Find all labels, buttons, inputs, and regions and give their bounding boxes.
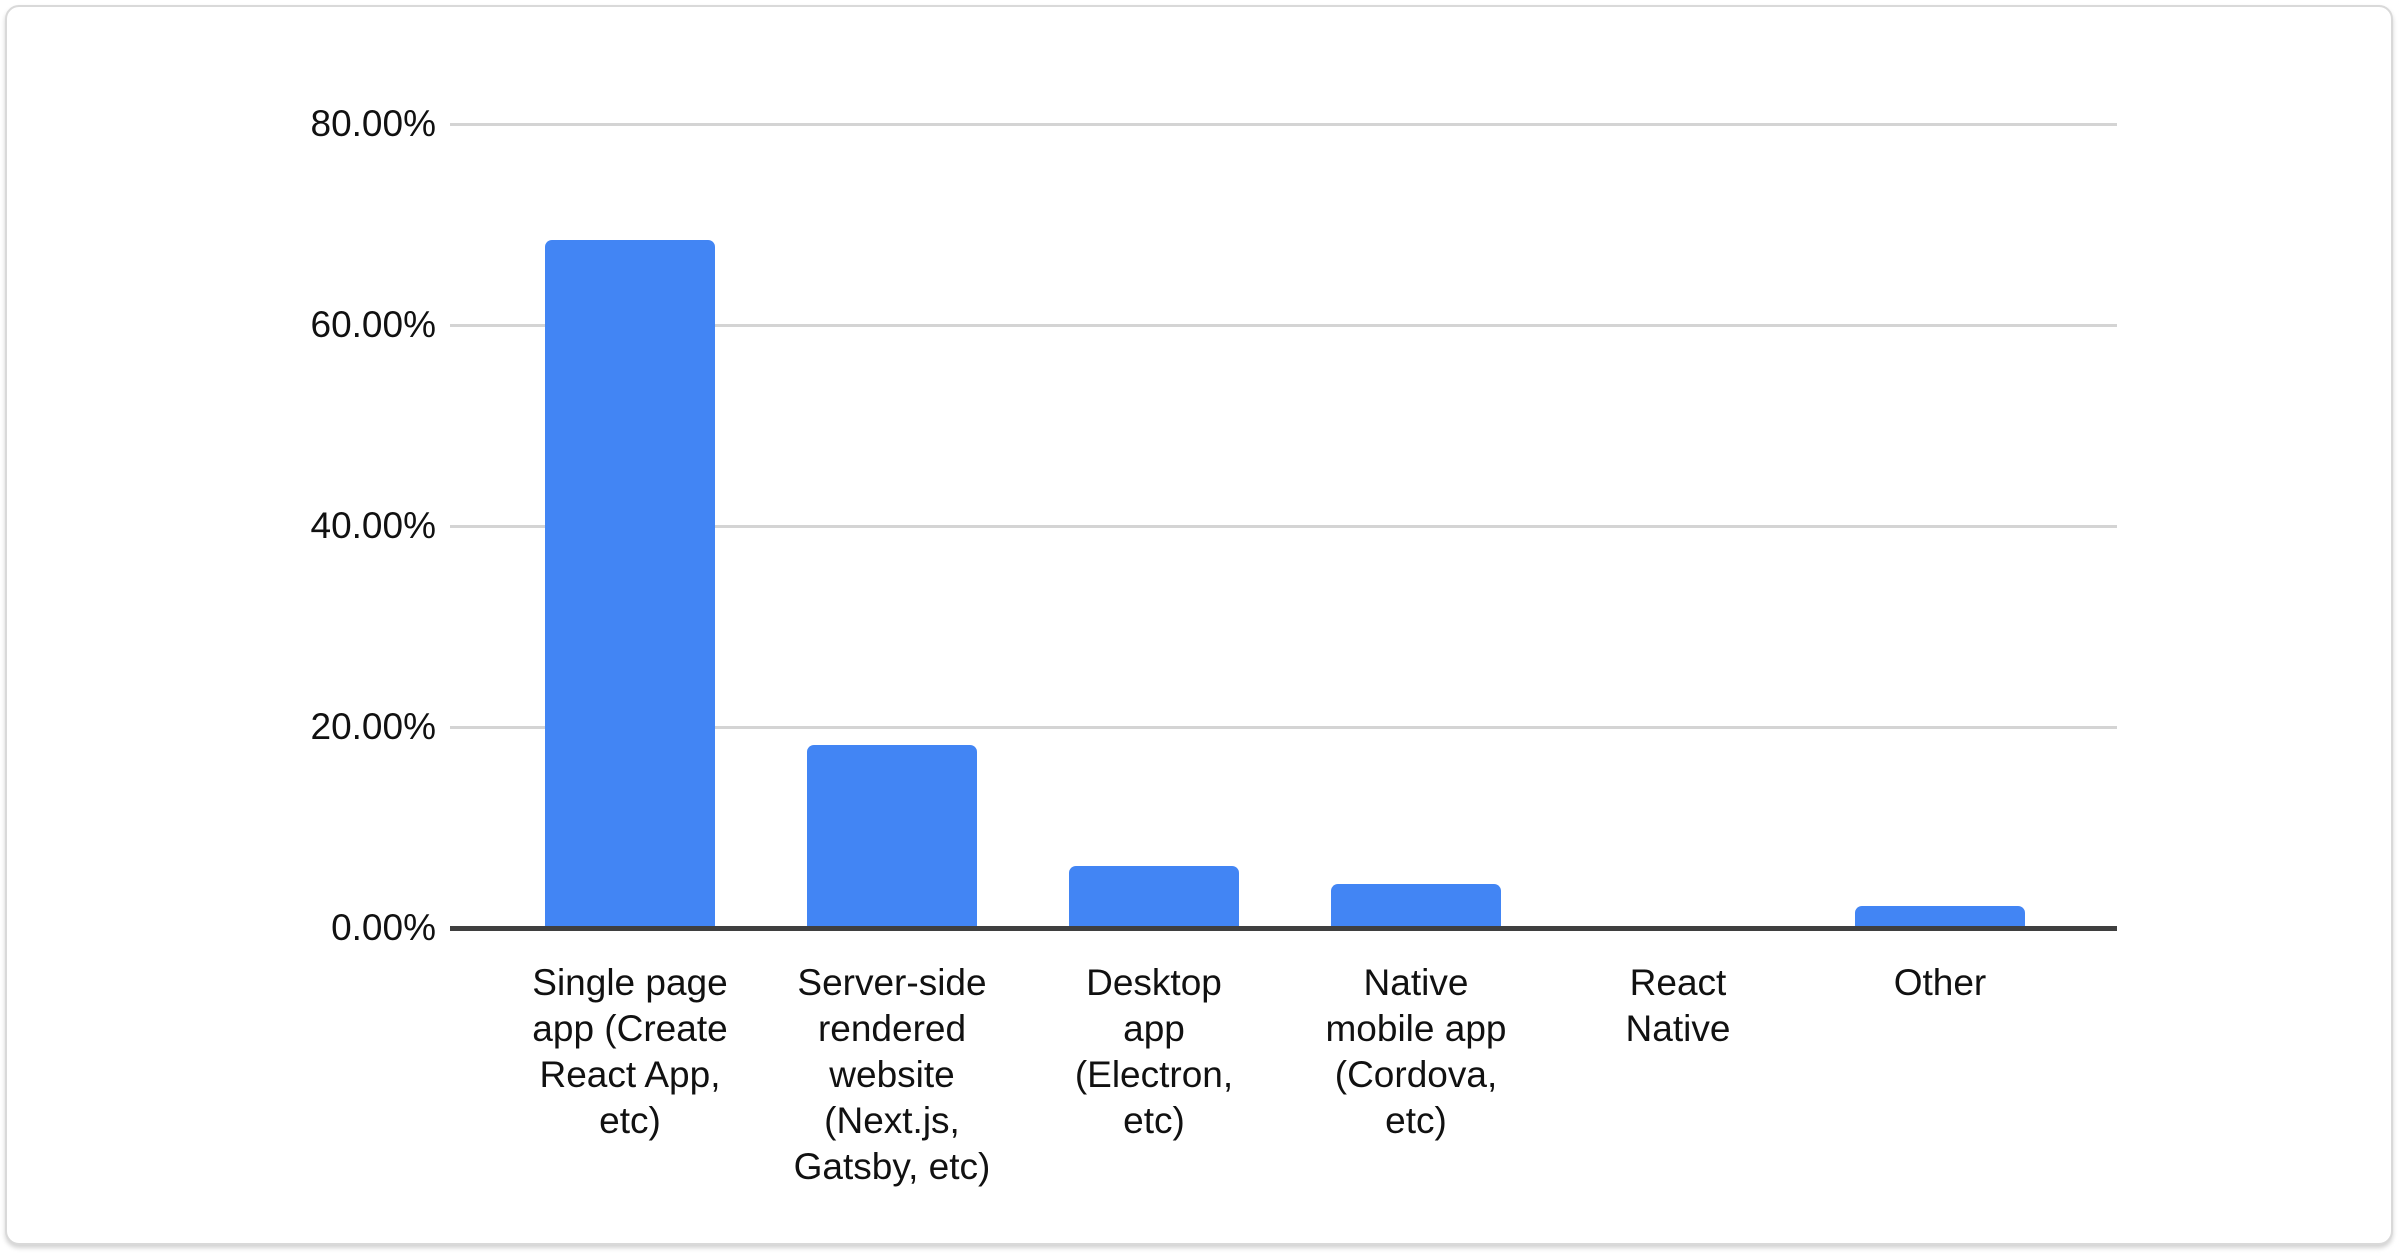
x-axis-category-label: Server-side rendered website (Next.js, G… — [793, 962, 991, 1187]
gridline — [450, 324, 2117, 327]
x-axis-line — [450, 926, 2117, 931]
x-axis-category-label: Native mobile app (Cordova, etc) — [1325, 962, 1507, 1141]
y-axis-tick-label: 80.00% — [310, 103, 437, 144]
y-axis-tick-label: 0.00% — [331, 907, 436, 948]
bar[interactable] — [1069, 865, 1239, 928]
gridline — [450, 525, 2117, 528]
bar[interactable] — [807, 745, 977, 928]
gridline — [450, 123, 2117, 126]
gridline — [450, 726, 2117, 729]
y-axis-tick-label: 40.00% — [310, 505, 437, 546]
x-axis-category-label: Desktop app (Electron, etc) — [1074, 962, 1234, 1141]
plot-area: 80.00% 60.00% 40.00% 20.00% 0.00% Single pag… — [311, 103, 2117, 1187]
bar[interactable] — [1331, 883, 1501, 928]
x-axis-category-label: Single page app (Create React App, etc) — [532, 962, 728, 1141]
chart-card: 80.00% 60.00% 40.00% 20.00% 0.00% Single pag… — [5, 5, 2393, 1245]
y-axis-tick-label: 60.00% — [310, 304, 437, 345]
y-axis-tick-label: 20.00% — [310, 706, 437, 747]
x-axis-category-label: Other — [1893, 962, 1987, 1003]
bar[interactable] — [1855, 905, 2025, 928]
x-axis-category-label: React Native — [1625, 962, 1731, 1049]
bar[interactable] — [545, 239, 715, 928]
